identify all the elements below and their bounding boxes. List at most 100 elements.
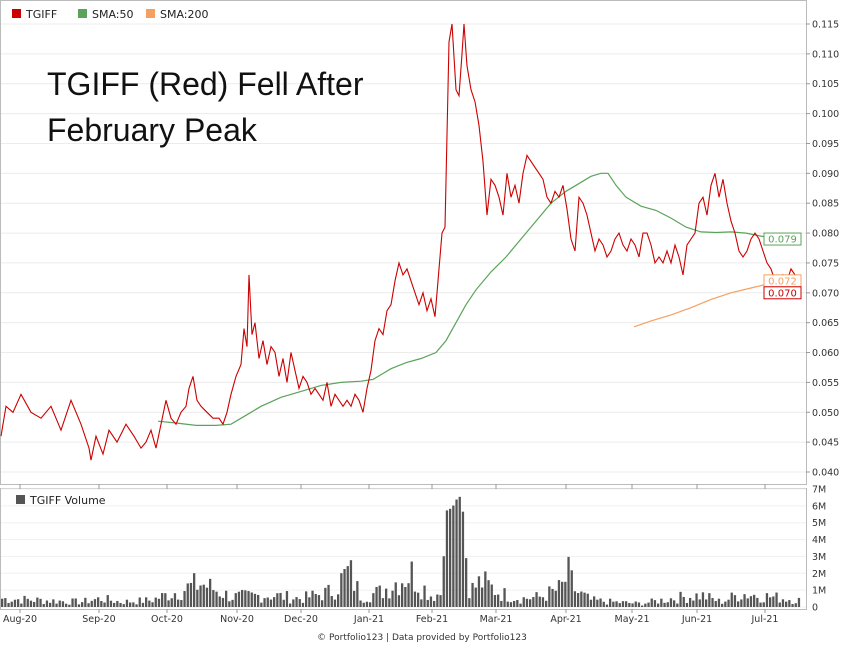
volume-bar [196, 589, 199, 607]
volume-legend-label: TGIFF Volume [29, 494, 106, 507]
volume-bar [420, 599, 423, 607]
volume-bar [372, 593, 375, 607]
volume-bar [660, 598, 663, 607]
volume-bar [455, 499, 458, 607]
volume-bar [273, 597, 276, 607]
volume-bar [266, 597, 269, 607]
volume-bar [164, 593, 167, 607]
volume-bar [772, 596, 775, 607]
volume-bar [186, 583, 189, 607]
price-tick-label: 0.080 [812, 229, 839, 240]
price-tick-label: 0.070 [812, 288, 839, 299]
volume-bar [605, 604, 609, 607]
volume-bar [477, 576, 481, 607]
volume-bar [775, 592, 778, 607]
volume-bar [765, 593, 769, 607]
volume-bar [141, 602, 145, 607]
volume-bar [708, 593, 711, 607]
volume-bar [506, 601, 509, 607]
volume-bar [337, 594, 340, 607]
volume-bar [29, 600, 33, 607]
volume-bar [189, 582, 193, 607]
volume-bar [785, 601, 788, 607]
volume-bar [573, 591, 577, 607]
volume-bar [68, 604, 71, 607]
price-tick-label: 0.110 [812, 49, 839, 60]
volume-bar [209, 578, 212, 607]
volume-bar [343, 568, 346, 607]
volume-bar [212, 590, 215, 607]
volume-bar [260, 602, 263, 607]
volume-bar [615, 601, 618, 607]
last-value-tag-box [763, 232, 802, 246]
volume-tick-label: 3M [812, 552, 826, 563]
volume-bar [525, 598, 529, 607]
x-tick-label: May-21 [615, 614, 650, 625]
volume-bar [788, 600, 791, 607]
volume-bar [356, 581, 359, 607]
legend-swatch-sma200 [146, 9, 155, 18]
volume-bar [295, 597, 298, 607]
volume-bar [301, 602, 305, 607]
volume-bar [705, 599, 708, 607]
volume-bar [637, 602, 641, 607]
volume-bar [769, 597, 772, 607]
volume-bar [74, 598, 77, 607]
volume-bar [228, 601, 231, 607]
volume-bar [39, 598, 42, 607]
volume-bar [103, 602, 106, 607]
volume-bar [503, 588, 506, 607]
volume-bar [676, 603, 679, 607]
volume-bar [417, 592, 420, 607]
volume-bar [641, 605, 644, 607]
legend-label-sma50: SMA:50 [92, 8, 134, 21]
volume-bar [685, 602, 689, 607]
volume-bar [129, 602, 132, 607]
volume-bar [609, 598, 612, 607]
volume-bar [97, 597, 100, 607]
volume-bar [161, 593, 164, 607]
volume-tick-label: 1M [812, 586, 826, 597]
x-tick-label: Jun-21 [681, 614, 712, 625]
legend: TGIFF SMA:50 SMA:200 [12, 8, 209, 21]
volume-bar [452, 505, 455, 607]
volume-bar [340, 573, 343, 607]
volume-bar [250, 592, 253, 607]
volume-bar [516, 600, 519, 607]
legend-label-tgiff: TGIFF [25, 8, 57, 21]
volume-bar [391, 590, 394, 607]
x-tick-label: Aug-20 [3, 614, 37, 625]
volume-bar [474, 587, 477, 607]
volume-bar [353, 590, 356, 607]
volume-bar [401, 583, 404, 607]
price-line [0, 23, 800, 461]
volume-bar [551, 588, 554, 607]
volume-bar [461, 511, 465, 607]
volume-tick-label: 4M [812, 535, 826, 546]
volume-bar [436, 594, 439, 607]
volume-bar [535, 592, 538, 607]
price-tick-label: 0.105 [812, 79, 839, 90]
volume-bar [289, 603, 292, 607]
volume-bar [311, 590, 314, 607]
x-tick-labels: Aug-20 Sep-20 Oct-20 Nov-20 Dec-20 Jan-21 Feb-… [3, 614, 779, 625]
volume-bar [247, 591, 250, 607]
x-tick-label: Mar-21 [480, 614, 513, 625]
volume-bar [577, 592, 580, 607]
volume-bar [119, 602, 122, 607]
volume-bar [737, 601, 740, 607]
legend-swatch-tgiff [12, 9, 21, 18]
volume-bar [225, 590, 228, 607]
volume-bar [231, 599, 234, 607]
volume-tick-labels: 0 1M 2M 3M 4M 5M 6M 7M [812, 485, 826, 614]
price-tick-label: 0.075 [812, 258, 839, 269]
price-panel-frame [0, 0, 807, 485]
volume-bar [138, 597, 141, 607]
volume-bar [701, 592, 705, 607]
volume-bar [541, 597, 545, 607]
volume-bar [695, 593, 698, 607]
volume-bar [797, 597, 801, 607]
volume-bar [36, 597, 39, 607]
volume-bar [1, 598, 4, 607]
volume-bar [532, 597, 535, 607]
